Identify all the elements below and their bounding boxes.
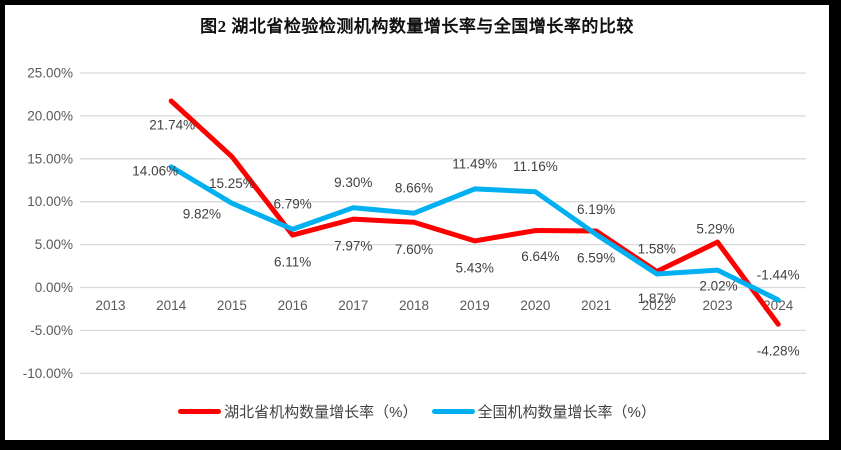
data-label-hubei: 6.11%: [274, 255, 311, 270]
x-axis-tick-label: 2016: [278, 298, 308, 313]
data-label-national: 11.16%: [513, 159, 558, 174]
data-label-hubei: 7.60%: [395, 242, 433, 257]
data-label-hubei: 5.43%: [456, 260, 494, 275]
x-axis-tick-label: 2013: [95, 298, 125, 313]
legend-label-national: 全国机构数量增长率（%）: [477, 404, 656, 421]
x-axis-tick-label: 2020: [520, 298, 550, 313]
x-axis-tick-label: 2021: [581, 298, 611, 313]
data-label-hubei: 15.25%: [209, 176, 255, 191]
x-axis-tick-label: 2014: [156, 298, 187, 313]
y-axis-tick-label: 20.00%: [27, 108, 73, 123]
data-label-hubei: 5.29%: [696, 222, 734, 237]
legend-item-national: 全国机构数量增长率（%）: [431, 401, 656, 422]
data-label-national: 6.19%: [577, 202, 615, 217]
data-label-hubei: 6.59%: [577, 250, 615, 265]
y-axis-tick-label: -10.00%: [23, 366, 73, 381]
data-label-hubei: 6.64%: [521, 249, 559, 264]
y-axis-tick-label: 5.00%: [35, 237, 73, 252]
chart-title: 图2 湖北省检验检测机构数量增长率与全国增长率的比较: [200, 17, 634, 36]
x-axis-tick-label: 2022: [642, 298, 672, 313]
x-axis-tick-label: 2017: [338, 298, 368, 313]
series-line-national: [168, 164, 781, 303]
data-label-hubei: -4.28%: [757, 344, 800, 359]
data-label-national: 1.58%: [638, 241, 676, 256]
chart-legend: 湖北省机构数量增长率（%） 全国机构数量增长率（%）: [5, 401, 829, 422]
data-label-national: 11.49%: [452, 156, 497, 171]
legend-label-hubei: 湖北省机构数量增长率（%）: [224, 404, 418, 421]
x-axis-tick-label: 2018: [399, 298, 429, 313]
y-axis-tick-label: 10.00%: [27, 194, 73, 209]
data-label-national: 9.30%: [334, 175, 372, 190]
x-axis-tick-label: 2023: [702, 298, 732, 313]
data-label-national: 9.82%: [183, 207, 221, 222]
legend-item-hubei: 湖北省机构数量增长率（%）: [178, 401, 418, 422]
data-label-national: 6.79%: [273, 197, 311, 212]
y-axis-tick-label: 0.00%: [35, 280, 73, 295]
data-label-national: 14.06%: [132, 163, 178, 178]
y-axis-tick-label: 25.00%: [27, 66, 73, 81]
x-axis-tick-label: 2015: [217, 298, 247, 313]
x-axis-tick-label: 2019: [460, 298, 490, 313]
legend-swatch-hubei-icon: [178, 409, 222, 414]
y-axis-tick-label: -5.00%: [30, 323, 73, 338]
data-label-national: 8.66%: [395, 181, 433, 196]
data-label-hubei: 1.87%: [638, 291, 676, 306]
legend-swatch-national-icon: [431, 409, 475, 414]
data-label-hubei: 7.97%: [334, 239, 372, 254]
y-axis-tick-label: 15.00%: [27, 151, 73, 166]
data-label-hubei: 21.74%: [149, 117, 195, 132]
data-label-national: 2.02%: [699, 279, 737, 294]
series-line-hubei: [168, 98, 781, 327]
data-label-national: -1.44%: [757, 267, 800, 282]
x-axis-tick-label: 2024: [763, 298, 794, 313]
